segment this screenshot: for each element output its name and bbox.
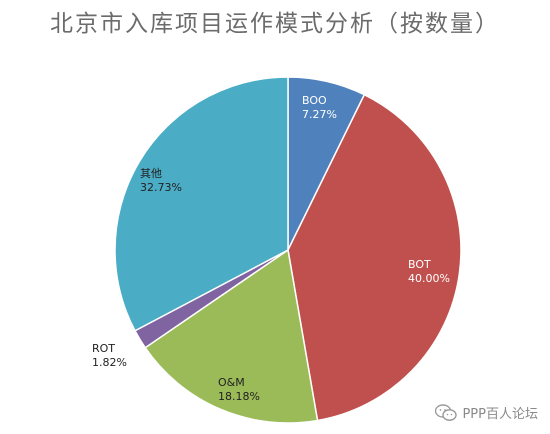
slice-label-1: BOT xyxy=(408,258,431,271)
slice-label-0: BOO xyxy=(302,94,327,107)
slice-label-2: O&M xyxy=(218,376,245,389)
pie-slice-2 xyxy=(144,248,319,424)
wechat-icon xyxy=(435,403,458,421)
slice-value-2: 18.18% xyxy=(218,390,260,403)
slice-value-3: 1.82% xyxy=(92,356,127,369)
slice-label-4: 其他 xyxy=(140,167,162,180)
pie-slice-1 xyxy=(287,93,462,422)
slice-value-1: 40.00% xyxy=(408,272,450,285)
chart-title: 北京市入库项目运作模式分析（按数量） xyxy=(50,11,500,37)
slice-value-4: 32.73% xyxy=(140,181,182,194)
pie-slice-4 xyxy=(114,76,289,332)
watermark-text: PPP百人论坛 xyxy=(462,407,538,422)
slice-value-0: 7.27% xyxy=(302,108,337,121)
slice-label-3: ROT xyxy=(92,342,115,355)
watermark: PPP百人论坛 xyxy=(435,403,538,422)
